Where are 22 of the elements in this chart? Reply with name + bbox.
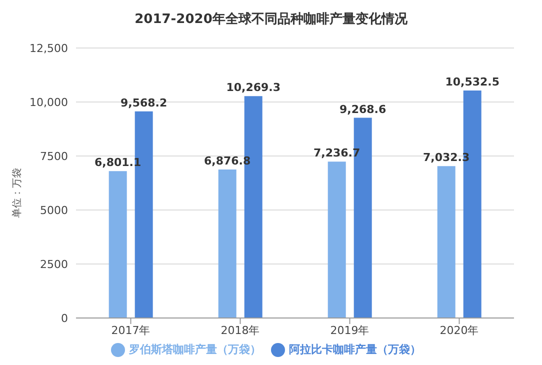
legend-label: 阿拉比卡咖啡产量（万袋） [289, 343, 421, 356]
data-label: 9,268.6 [340, 102, 386, 116]
x-tick-label: 2019年 [330, 324, 370, 337]
y-axis-title: 单位：万袋 [11, 168, 24, 218]
y-tick-label: 2500 [40, 258, 68, 271]
bar [328, 162, 346, 318]
y-tick-label: 12,500 [30, 42, 68, 55]
y-tick-label: 7500 [40, 150, 68, 163]
legend-label: 罗伯斯塔咖啡产量（万袋） [129, 343, 261, 356]
y-tick-label: 0 [61, 312, 68, 325]
chart-title: 2017-2020年全球不同品种咖啡产量变化情况 [134, 10, 408, 29]
x-tick-label: 2017年 [111, 324, 150, 337]
bar [108, 171, 127, 318]
data-label: 10,269.3 [226, 81, 280, 94]
data-label: 9,568.2 [120, 96, 168, 110]
y-tick-label: 10,000 [30, 96, 68, 109]
bar [437, 166, 456, 318]
y-tick-label: 5000 [40, 204, 68, 217]
bar [218, 169, 236, 318]
data-label: 10,532.5 [445, 76, 500, 88]
x-tick-label: 2020年 [440, 324, 479, 337]
x-tick-label: 2018年 [220, 324, 260, 337]
